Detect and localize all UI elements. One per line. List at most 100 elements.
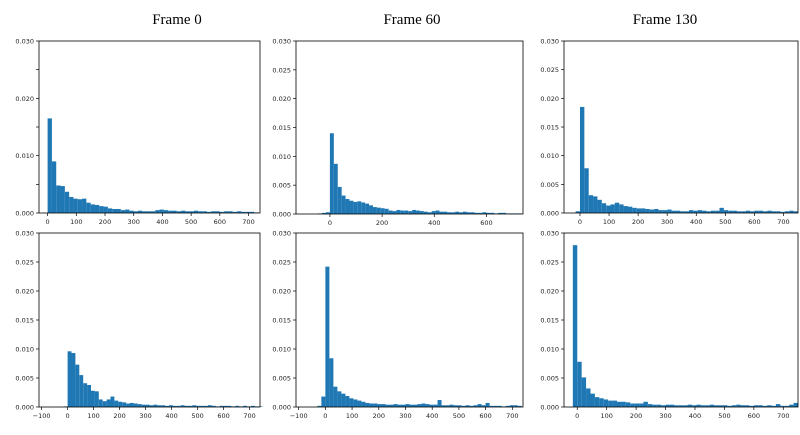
y-tick-label: 0.005 (15, 375, 34, 383)
histogram-bar (754, 210, 759, 213)
histogram-bar (419, 211, 424, 214)
histogram-bar (110, 396, 115, 407)
y-tick-label: 0.015 (540, 317, 559, 325)
histogram-bar (776, 211, 781, 213)
y-tick-label: 0.025 (540, 259, 559, 267)
histogram-bar (196, 405, 201, 407)
histogram-bar (669, 404, 675, 407)
histogram-bar (656, 404, 662, 407)
y-tick-label: 0.025 (272, 66, 291, 74)
y-tick-label: 0.020 (272, 95, 291, 103)
x-tick-label: 100 (346, 412, 358, 420)
histogram-bar (102, 401, 107, 407)
histogram-bar (750, 211, 755, 213)
histogram-bar (493, 405, 498, 407)
histogram-bar (224, 211, 229, 213)
histogram-bar (762, 405, 768, 407)
histogram-bar (455, 211, 460, 214)
x-tick-label: 300 (659, 412, 671, 420)
x-tick-label: 300 (139, 412, 151, 420)
histogram-bar (149, 405, 154, 407)
histogram-bar (133, 403, 138, 407)
histogram-bar (722, 405, 728, 407)
x-tick-label: 400 (689, 412, 701, 420)
histogram-bar (211, 211, 216, 213)
histogram-bar (745, 210, 751, 213)
histogram-bar (67, 351, 72, 407)
x-tick-label: 200 (113, 412, 125, 420)
histogram-bar (142, 211, 147, 213)
frame-title-0: Frame 0 (152, 12, 202, 28)
histogram-bar (696, 404, 701, 407)
histogram-bar (193, 210, 199, 213)
histogram-bar (180, 405, 185, 407)
histogram-bar (435, 210, 440, 214)
histogram-bar (192, 405, 197, 407)
x-tick-label: 0 (328, 219, 332, 227)
histogram-bar (372, 207, 377, 214)
x-tick-label: 200 (630, 412, 642, 420)
histogram-bar (625, 402, 631, 407)
histogram-bar (710, 210, 716, 213)
histogram-bar (250, 405, 255, 407)
histogram-frame130-bottom: 0.000 0.005 0.010 0.015 0.020 0.025 0.030 0 100 2… (540, 230, 799, 420)
histogram-bar (172, 210, 177, 213)
histogram-bar (237, 211, 242, 213)
histogram-bar (687, 404, 693, 407)
histogram-bar (714, 405, 719, 407)
histogram-bar (404, 210, 409, 214)
histogram-bar (636, 208, 642, 213)
histogram-bar (453, 405, 458, 407)
x-tick-label: 400 (165, 412, 177, 420)
histogram-bar (189, 211, 194, 213)
histogram-bar (64, 191, 70, 213)
histogram-bar (90, 204, 95, 213)
histogram-bar (82, 198, 87, 213)
histogram-bar (727, 405, 732, 407)
histogram-bar (337, 186, 342, 214)
x-tick-label: 500 (453, 412, 465, 420)
histogram-bar (652, 404, 657, 407)
y-tick-label: 0.020 (540, 95, 559, 103)
histogram-bar (345, 395, 350, 407)
histogram-bar (211, 405, 216, 407)
histogram-bar (675, 210, 681, 213)
histogram-bar (329, 358, 334, 407)
histogram-bar (473, 405, 478, 407)
histogram-bar (662, 210, 668, 213)
histogram-bar (502, 212, 507, 214)
histogram-bar (361, 202, 366, 214)
histogram-bar (206, 211, 212, 213)
y-tick-label: 0.010 (272, 346, 291, 354)
histogram-bar (412, 209, 417, 214)
histogram-bar (680, 211, 685, 213)
histogram-bar (116, 208, 121, 213)
histogram-bar (593, 196, 598, 213)
histogram-bar (728, 210, 733, 213)
histogram-bar (581, 377, 587, 407)
x-tick-label: 300 (399, 412, 411, 420)
y-tick-label: 0.010 (540, 346, 559, 354)
histogram-bar (741, 211, 746, 213)
histogram-bar (86, 202, 91, 213)
axes-frame (38, 40, 261, 214)
histogram-bar (369, 403, 374, 407)
y-tick-label: 0.015 (272, 317, 291, 325)
y-tick-label: 0.000 (15, 404, 34, 412)
x-tick-label: 700 (506, 412, 518, 420)
histogram-bar (400, 210, 405, 214)
histogram-bar (579, 106, 585, 213)
x-tick-label: 200 (632, 218, 644, 226)
histogram-bar (349, 398, 354, 407)
histogram-bar (597, 199, 602, 213)
histogram-bar (333, 163, 338, 214)
y-tick-label: 0.020 (540, 288, 559, 296)
histogram-bar (706, 211, 711, 213)
histogram-bar (384, 208, 389, 214)
histogram-bar (408, 211, 413, 214)
histogram-bar (380, 208, 385, 214)
x-tick-label: 100 (70, 218, 82, 226)
y-tick-label: 0.030 (540, 38, 559, 46)
histogram-bar (169, 405, 173, 407)
histogram-bar (740, 405, 746, 407)
